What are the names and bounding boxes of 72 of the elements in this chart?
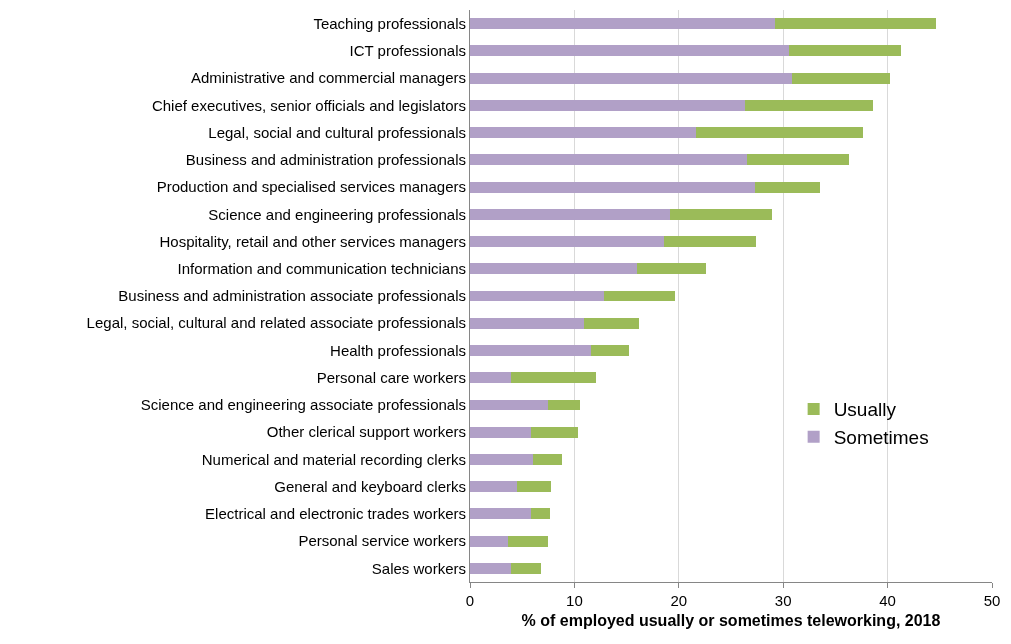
bar	[664, 236, 757, 247]
y-tick-label: Business and administration associate professionals	[118, 287, 466, 305]
bar	[470, 127, 696, 139]
y-tick-label: Legal, social, cultural and related associate professionals	[86, 314, 466, 332]
bar	[774, 18, 936, 30]
y-tick-label: Electrical and electronic trades workers	[205, 505, 466, 523]
x-tick-label: 10	[566, 592, 583, 609]
bar	[637, 263, 706, 275]
bar	[695, 127, 863, 139]
bar	[530, 508, 551, 520]
y-tick-label: Science and engineering professionals	[208, 205, 466, 223]
y-tick-label: General and keyboard clerks	[274, 477, 466, 495]
y-tick-label: Science and engineering associate professionals	[140, 396, 466, 414]
bar	[532, 453, 562, 465]
bar	[470, 317, 584, 329]
bar	[470, 263, 638, 275]
y-tick-label: Information and communication technicians	[177, 260, 466, 278]
x-tick-label: 50	[983, 592, 1001, 609]
bar	[603, 290, 675, 302]
bar	[470, 508, 531, 520]
y-tick-label: Health professionals	[330, 341, 466, 359]
y-tick-label: Teaching professionals	[313, 14, 466, 32]
y-tick-label: Chief executives, senior officials and legislators	[151, 96, 466, 114]
bar	[470, 181, 756, 193]
y-tick-label: ICT professionals	[349, 42, 466, 60]
legend-label: Sometimes	[833, 427, 929, 449]
bar	[470, 72, 792, 84]
legend-label: Usually	[833, 399, 897, 421]
bar	[746, 154, 849, 166]
bar	[470, 290, 604, 302]
bar	[510, 372, 597, 384]
y-tick-label: Personal care workers	[316, 368, 466, 386]
bar	[507, 535, 549, 547]
bar	[470, 18, 775, 30]
bar	[470, 535, 508, 547]
bar	[470, 372, 511, 384]
y-tick-label: Legal, social and cultural professionals	[208, 123, 466, 141]
y-tick-label: Other clerical support workers	[266, 423, 466, 441]
bar	[591, 345, 629, 356]
bar	[470, 236, 665, 247]
bar	[516, 481, 552, 493]
x-tick-label: 20	[670, 592, 688, 609]
x-tick-label: 0	[465, 592, 475, 609]
bar	[755, 181, 820, 193]
bar	[791, 72, 890, 84]
y-tick-label: Business and administration professionals	[185, 151, 466, 169]
y-tick-label: Administrative and commercial managers	[190, 69, 466, 87]
x-tick-label: 40	[879, 592, 896, 609]
bar	[583, 317, 640, 329]
bar	[470, 208, 671, 220]
bar	[470, 399, 549, 411]
bar	[470, 45, 790, 57]
y-tick-label: Personal service workers	[298, 532, 466, 550]
bar	[789, 45, 902, 57]
bar	[744, 99, 873, 111]
bar	[470, 562, 511, 574]
bar	[470, 481, 517, 493]
bar	[470, 99, 745, 111]
bar	[530, 426, 578, 438]
bar	[470, 453, 533, 465]
y-tick-label: Numerical and material recording clerks	[201, 450, 466, 468]
y-tick-label: Production and specialised services managers	[156, 178, 466, 196]
x-axis-title: % of employed usually or sometimes teleworking, 2018	[521, 611, 941, 629]
bar	[670, 208, 772, 220]
bar	[548, 399, 580, 411]
bar	[510, 562, 541, 574]
bar	[470, 426, 531, 438]
bar	[470, 154, 747, 166]
x-tick-label: 30	[774, 592, 792, 609]
bar	[470, 345, 592, 356]
y-tick-label: Hospitality, retail and other services managers	[159, 232, 466, 250]
y-tick-label: Sales workers	[371, 559, 466, 577]
